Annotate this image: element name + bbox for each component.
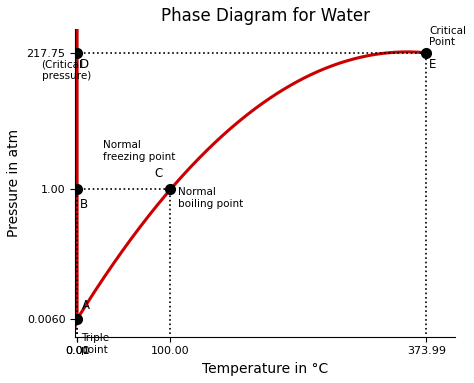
Text: Critical
Point: Critical Point [429,26,466,47]
Text: A: A [82,299,90,312]
Text: B: B [80,198,88,211]
Text: D: D [80,59,89,72]
Text: (Critical
pressure): (Critical pressure) [42,60,91,81]
Text: Normal
freezing point: Normal freezing point [103,141,175,162]
Title: Phase Diagram for Water: Phase Diagram for Water [161,7,370,25]
Y-axis label: Pressure in atm: Pressure in atm [7,129,21,237]
Text: Triple
point: Triple point [81,333,109,355]
Text: E: E [429,59,437,72]
Text: Normal
boiling point: Normal boiling point [178,187,243,208]
Text: C: C [155,167,163,180]
X-axis label: Temperature in °C: Temperature in °C [202,362,328,376]
